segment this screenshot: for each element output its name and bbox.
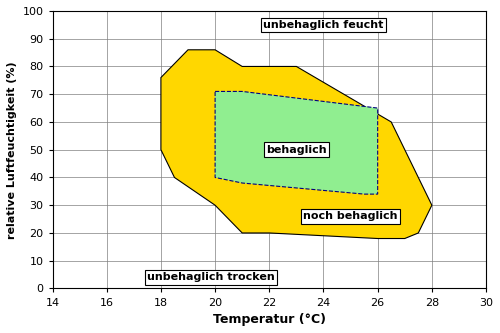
Y-axis label: relative Luftfeuchtigkeit (%): relative Luftfeuchtigkeit (%) [7, 61, 17, 238]
X-axis label: Temperatur (°C): Temperatur (°C) [213, 313, 326, 326]
Polygon shape [161, 50, 432, 238]
Polygon shape [215, 92, 378, 194]
Text: behaglich: behaglich [266, 145, 326, 155]
Text: noch behaglich: noch behaglich [304, 211, 398, 221]
Text: unbehaglich feucht: unbehaglich feucht [264, 20, 384, 30]
Text: unbehaglich trocken: unbehaglich trocken [148, 272, 275, 282]
